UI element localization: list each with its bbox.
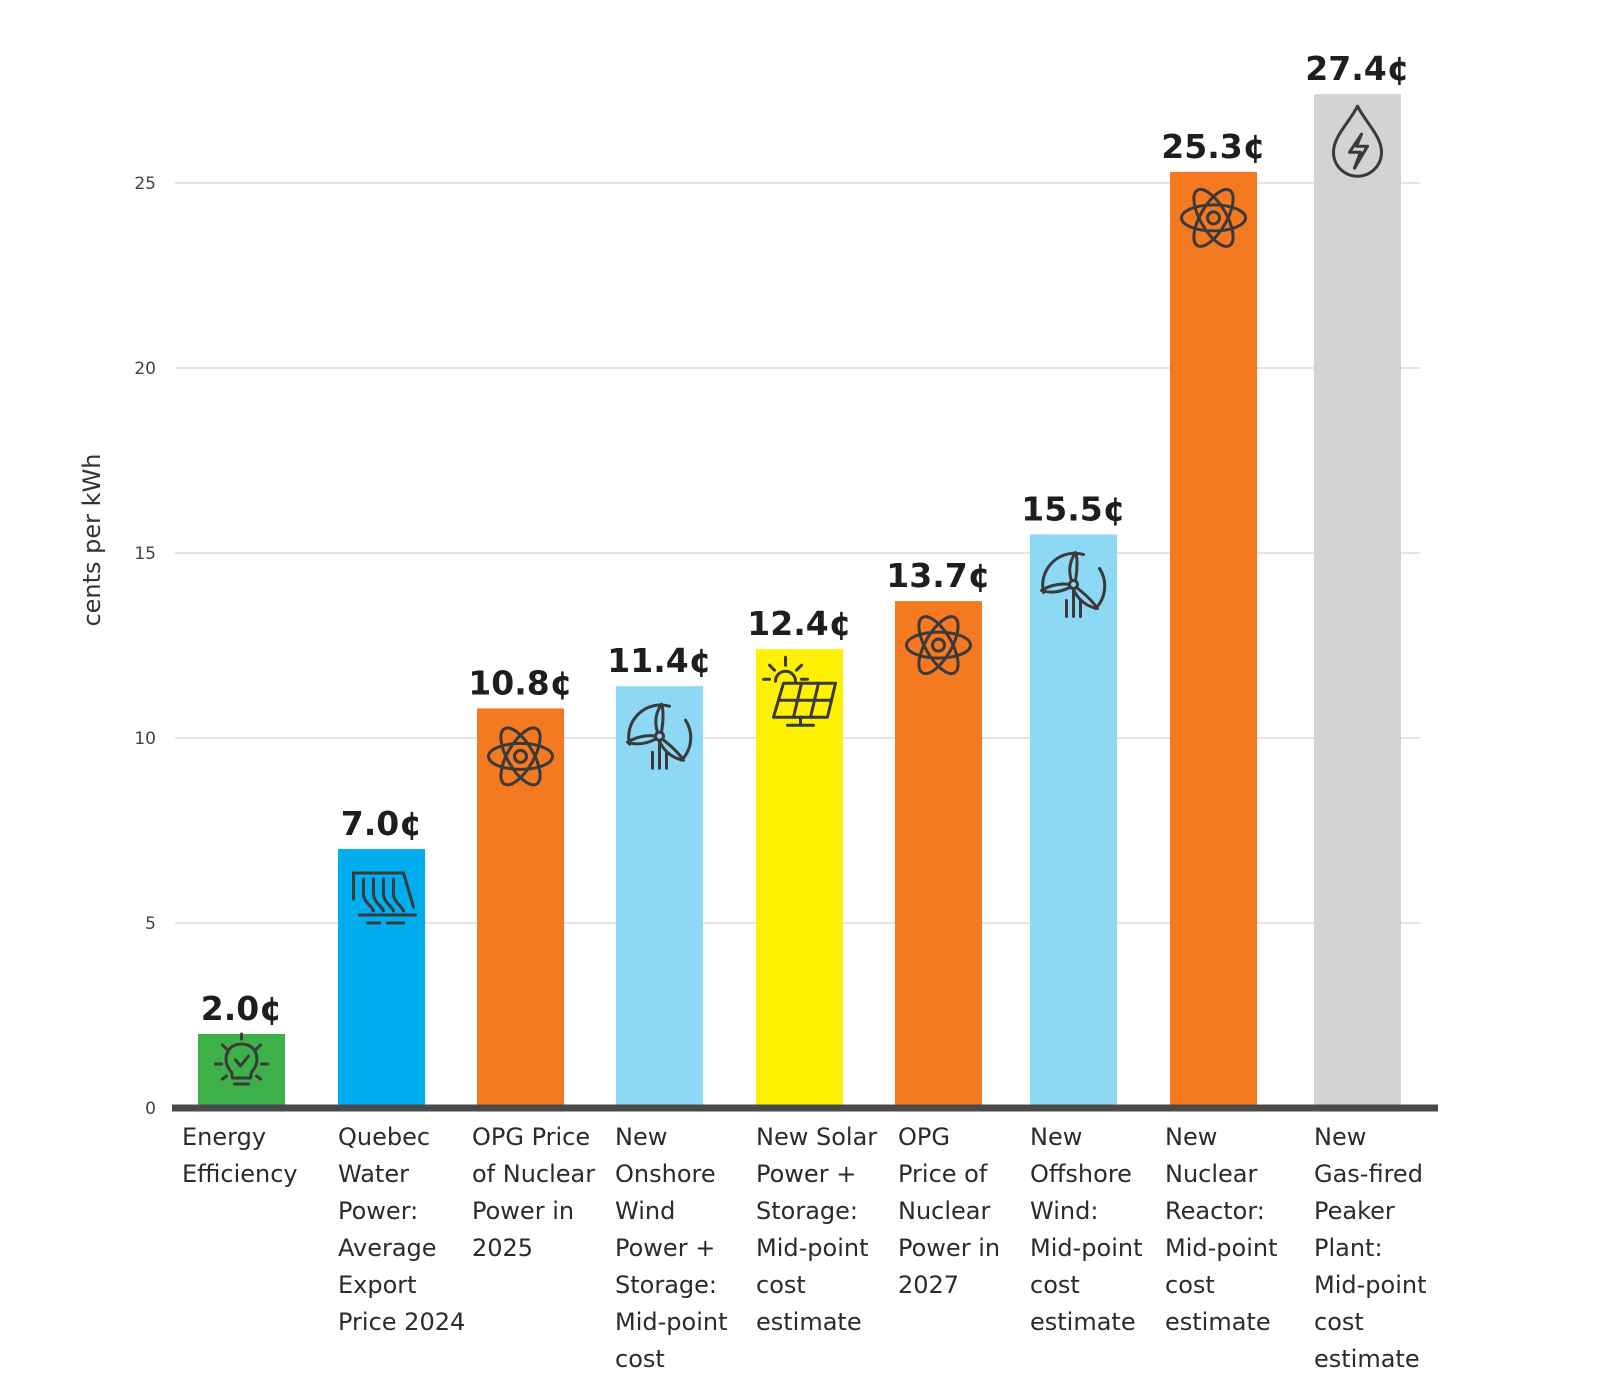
wind-turbine-icon: [1040, 551, 1107, 618]
bar-icons: [214, 104, 1383, 1086]
value-label: 10.8¢: [468, 663, 572, 702]
bar: [477, 708, 564, 1108]
category-label: Energy Efficiency: [182, 1123, 298, 1188]
category-label: New Solar Power + Storage: Mid-point cost est…: [756, 1123, 877, 1336]
value-label: 25.3¢: [1161, 127, 1265, 166]
value-label: 11.4¢: [607, 641, 711, 680]
y-tick-label: 25: [134, 174, 156, 194]
y-tick-label: 0: [145, 1099, 156, 1119]
bar: [198, 1034, 285, 1108]
y-axis-label: cents per kWh: [78, 453, 106, 626]
atom-icon: [1180, 187, 1247, 248]
wind-turbine-icon: [626, 702, 693, 770]
atom-icon: [487, 726, 554, 787]
y-tick-label: 15: [134, 544, 156, 564]
atom-icon: [905, 615, 972, 676]
value-label: 2.0¢: [201, 989, 282, 1028]
bar: [895, 601, 982, 1108]
category-label: New Onshore Wind Power + Storage: Mid-point co…: [615, 1123, 727, 1385]
bar: [338, 849, 425, 1108]
bars: [198, 94, 1401, 1108]
hydro-dam-icon: [352, 871, 417, 925]
bar: [1170, 171, 1257, 1108]
solar-panel-icon: [762, 655, 837, 727]
y-axis-ticks: 0 5 10 15 20 25: [134, 174, 156, 1119]
bar: [1314, 94, 1401, 1108]
category-labels: Energy Efficiency Quebec Water Power: Average…: [182, 1123, 1426, 1385]
category-label: New Gas-fired Peaker Plant: Mid-point cost est…: [1314, 1123, 1426, 1373]
category-label: OPG Price of Nuclear Power in 2025: [472, 1123, 595, 1262]
value-labels: 2.0¢ 7.0¢ 10.8¢ 11.4¢ 12.4¢ 13.7¢ 15.5¢ 25.3¢ 27…: [201, 49, 1410, 1028]
bar: [1030, 534, 1117, 1108]
value-label: 27.4¢: [1305, 49, 1409, 88]
category-label: New Nuclear Reactor: Mid-point cost estimate: [1165, 1123, 1277, 1336]
y-tick-label: 10: [134, 729, 156, 749]
value-label: 7.0¢: [341, 804, 422, 843]
value-label: 12.4¢: [747, 604, 851, 643]
y-tick-label: 5: [145, 914, 156, 934]
value-label: 15.5¢: [1021, 490, 1125, 529]
gas-flame-icon: [1332, 104, 1383, 178]
y-tick-label: 20: [134, 359, 156, 379]
category-label: OPG Price of Nuclear Power in 2027: [898, 1123, 1000, 1299]
value-label: 13.7¢: [886, 556, 990, 595]
lightbulb-icon: [214, 1032, 269, 1086]
category-label: Quebec Water Power: Average Export Price 2024: [338, 1123, 465, 1336]
category-label: New Offshore Wind: Mid-point cost estimate: [1030, 1123, 1142, 1336]
